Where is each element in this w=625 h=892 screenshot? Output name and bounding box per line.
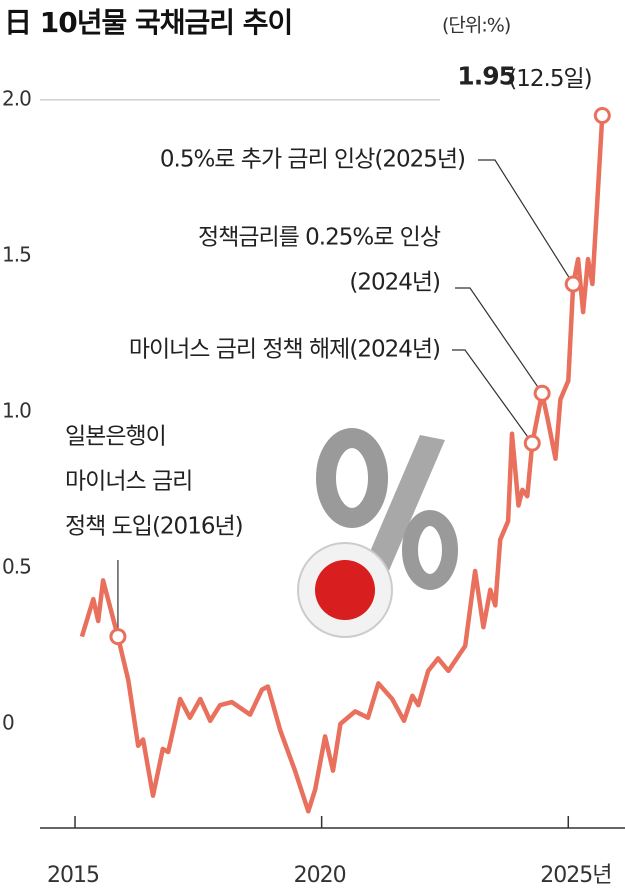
annotation-text: 일본은행이 bbox=[65, 424, 166, 450]
annotation-text: 정책금리를 0.25%로 인상 bbox=[198, 225, 441, 251]
x-tick-label: 2015 bbox=[47, 863, 99, 888]
chart-title: 日 10년물 국채금리 추이 bbox=[4, 6, 292, 39]
y-tick-label: 0.5 bbox=[2, 554, 31, 578]
point-marker bbox=[593, 107, 611, 125]
annotation-text: 마이너스 금리 정책 해제(2024년) bbox=[129, 337, 440, 363]
y-tick-label: 2.0 bbox=[2, 86, 31, 110]
annotation-text: 마이너스 금리 bbox=[65, 469, 192, 495]
y-tick-label: 1.5 bbox=[2, 242, 31, 266]
point-marker bbox=[564, 275, 582, 293]
annotation-leader bbox=[478, 159, 574, 285]
percent-graphic bbox=[297, 428, 458, 638]
y-tick-label: 1.0 bbox=[2, 398, 31, 422]
annotation-text: (2024년) bbox=[349, 270, 440, 296]
x-tick-label: 2020 bbox=[294, 863, 346, 888]
point-marker bbox=[533, 384, 551, 402]
point-marker bbox=[109, 628, 127, 646]
y-tick-label: 0 bbox=[2, 710, 14, 734]
annotation-text: 0.5%로 추가 금리 인상(2025년) bbox=[160, 147, 465, 173]
annotation-leader bbox=[455, 287, 543, 394]
data-line bbox=[79, 115, 605, 814]
latest-date: (12.5일) bbox=[508, 66, 591, 92]
annotation-text: 정책 도입(2016년) bbox=[65, 514, 243, 540]
annotation-leader bbox=[452, 349, 533, 444]
point-marker bbox=[523, 434, 541, 452]
x-tick-label: 2025년 bbox=[540, 863, 611, 888]
unit-label: (단위:%) bbox=[442, 15, 510, 37]
latest-value: 1.95 bbox=[457, 62, 515, 91]
